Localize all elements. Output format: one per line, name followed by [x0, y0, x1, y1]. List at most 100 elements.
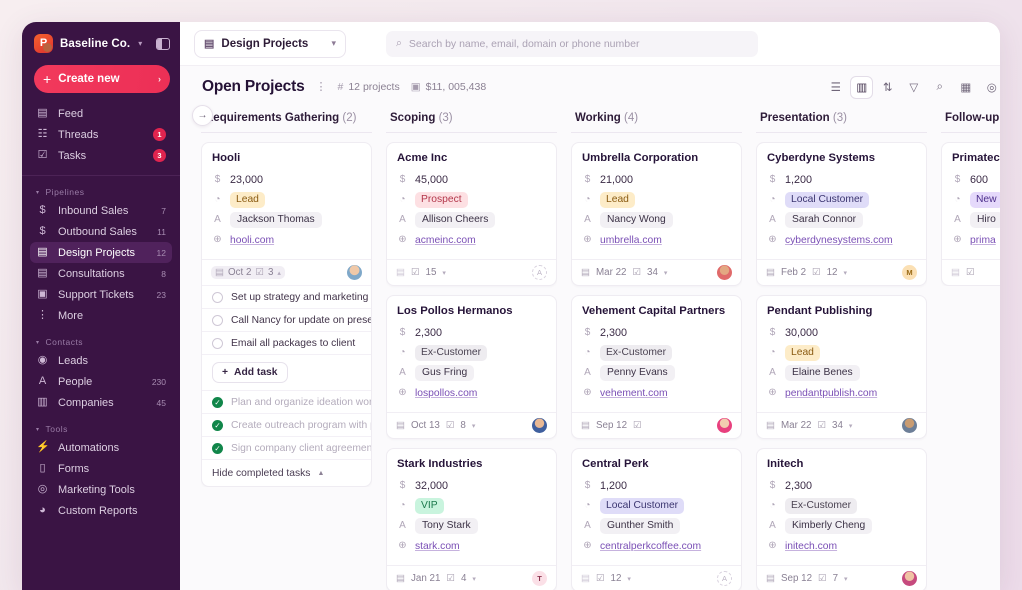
card-domain-link[interactable]: acmeinc.com: [415, 234, 476, 246]
sidebar-section-pipelines[interactable]: ▾ Pipelines: [36, 187, 172, 197]
card-domain-link[interactable]: prima: [970, 234, 996, 246]
avatar[interactable]: [532, 418, 547, 433]
sidebar-item-label: Design Projects: [58, 246, 136, 259]
calendar-empty-icon[interactable]: ▤: [581, 573, 590, 584]
collapse-sidebar-button[interactable]: →: [192, 105, 213, 126]
task-checkbox-checked[interactable]: [212, 396, 223, 408]
create-new-button[interactable]: + Create new ›: [34, 65, 170, 93]
project-card[interactable]: Central Perk $ 1,200 ◔ Local Customer A: [571, 448, 742, 590]
sidebar-item-automations[interactable]: ⚡ Automations: [30, 437, 172, 458]
workspace-switcher[interactable]: Baseline Co. ▾: [22, 22, 180, 61]
task-checkbox-checked[interactable]: [212, 419, 223, 431]
filter-icon[interactable]: ▽: [909, 82, 919, 94]
avatar-placeholder[interactable]: A: [717, 571, 732, 586]
project-card[interactable]: Umbrella Corporation $ 21,000 ◔ Lead A: [571, 142, 742, 286]
sidebar-item-design-projects[interactable]: ▤ Design Projects 12: [30, 242, 172, 263]
task-label: Plan and organize ideation works...: [231, 396, 371, 408]
item-count: 8: [161, 268, 166, 279]
task-checkbox[interactable]: [212, 291, 223, 303]
status-badge: Local Customer: [600, 497, 685, 515]
calendar-empty-icon[interactable]: ▤: [951, 267, 960, 278]
pipeline-selector[interactable]: ▤ Design Projects ▾: [194, 29, 346, 58]
avatar[interactable]: [902, 418, 917, 433]
sidebar-item-inbound-sales[interactable]: $ Inbound Sales 7: [30, 200, 172, 221]
task-item-completed[interactable]: Create outreach program with pa...: [202, 413, 371, 436]
project-card[interactable]: Stark Industries $ 32,000 ◔ VIP A: [386, 448, 557, 590]
card-domain-link[interactable]: cyberdynesystems.com: [785, 234, 893, 246]
sidebar-item-support-tickets[interactable]: ▣ Support Tickets 23: [30, 284, 172, 305]
task-item-completed[interactable]: Sign company client agreement c...: [202, 436, 371, 459]
project-card[interactable]: Pendant Publishing $ 30,000 ◔ Lead A: [756, 295, 927, 439]
status-badge: Ex-Customer: [415, 344, 488, 362]
sidebar-item-leads[interactable]: ◉ Leads: [30, 350, 172, 371]
sidebar-primary-nav: ▤ Feed ☷ Threads 1 ☑ Tasks 3: [22, 103, 180, 166]
project-card[interactable]: Vehement Capital Partners $ 2,300 ◔ Ex-C…: [571, 295, 742, 439]
avatar[interactable]: [902, 571, 917, 586]
globe-icon: ⊕: [768, 540, 777, 551]
card-date-pill[interactable]: ▤ Oct 2 ☑ 3 ▴: [211, 266, 285, 279]
item-count: 12: [156, 247, 166, 258]
chevron-down-icon: ▾: [663, 269, 668, 277]
add-task-button[interactable]: + Add task: [212, 362, 288, 383]
check-square-empty-icon[interactable]: ☑: [965, 267, 975, 278]
sidebar-section-contacts[interactable]: ▾ Contacts: [36, 337, 172, 347]
avatar[interactable]: [717, 265, 732, 280]
global-search[interactable]: ⌕: [386, 30, 758, 57]
sidebar-item-forms[interactable]: ▯ Forms: [30, 458, 172, 479]
avatar[interactable]: [347, 265, 362, 280]
task-item[interactable]: Set up strategy and marketing m...: [202, 285, 371, 308]
project-card[interactable]: Los Pollos Hermanos $ 2,300 ◔ Ex-Custome…: [386, 295, 557, 439]
task-checkbox[interactable]: [212, 337, 223, 349]
column-cards: Acme Inc $ 45,000 ◔ Prospect A: [386, 142, 557, 590]
card-domain-link[interactable]: vehement.com: [600, 387, 668, 399]
list-view-icon[interactable]: ☰: [830, 82, 841, 94]
avatar-placeholder[interactable]: A: [532, 265, 547, 280]
panel-toggle-icon[interactable]: [156, 37, 170, 50]
sidebar-item-consultations[interactable]: ▤ Consultations 8: [30, 263, 172, 284]
avatar[interactable]: T: [532, 571, 547, 586]
task-checkbox[interactable]: [212, 314, 223, 326]
card-domain-link[interactable]: umbrella.com: [600, 234, 662, 246]
avatar[interactable]: [717, 418, 732, 433]
sidebar-item-label: Forms: [58, 462, 90, 475]
task-checkbox-checked[interactable]: [212, 442, 223, 454]
sidebar-item-more[interactable]: ⋮ More: [30, 305, 172, 326]
project-card[interactable]: Acme Inc $ 45,000 ◔ Prospect A: [386, 142, 557, 286]
card-domain-link[interactable]: pendantpublish.com: [785, 387, 878, 399]
sidebar-item-custom-reports[interactable]: ◕ Custom Reports: [30, 500, 172, 521]
task-item[interactable]: Call Nancy for update on present...: [202, 308, 371, 331]
page-menu-kebab-icon[interactable]: ⋮: [315, 80, 327, 93]
sidebar-item-companies[interactable]: ▥ Companies 45: [30, 392, 172, 413]
sidebar-item-tasks[interactable]: ☑ Tasks 3: [30, 145, 172, 166]
card-domain-link[interactable]: hooli.com: [230, 234, 275, 246]
task-item-completed[interactable]: Plan and organize ideation works...: [202, 390, 371, 413]
sidebar-item-threads[interactable]: ☷ Threads 1: [30, 124, 172, 145]
hide-completed-tasks-toggle[interactable]: Hide completed tasks ▲: [202, 459, 371, 486]
project-card[interactable]: Cyberdyne Systems $ 1,200 ◔ Local Custom…: [756, 142, 927, 286]
sidebar-item-feed[interactable]: ▤ Feed: [30, 103, 172, 124]
sidebar-item-marketing-tools[interactable]: ◎ Marketing Tools: [30, 479, 172, 500]
sidebar-item-people[interactable]: A People 230: [30, 371, 172, 392]
card-domain-link[interactable]: centralperkcoffee.com: [600, 540, 702, 552]
card-domain-link[interactable]: initech.com: [785, 540, 838, 552]
board-view-icon[interactable]: ▥: [850, 75, 874, 99]
card-task-count: 4: [460, 573, 467, 584]
avatar[interactable]: M: [902, 265, 917, 280]
chart-icon[interactable]: ▦: [960, 82, 972, 94]
project-card[interactable]: Hooli $ 23,000 ◔ Lead A Jacks: [201, 142, 372, 487]
sort-icon[interactable]: ⇅: [882, 82, 893, 94]
sidebar-section-tools[interactable]: ▾ Tools: [36, 424, 172, 434]
sidebar-item-outbound-sales[interactable]: $ Outbound Sales 11: [30, 221, 172, 242]
task-item[interactable]: Email all packages to client: [202, 331, 371, 354]
project-card[interactable]: Initech $ 2,300 ◔ Ex-Customer A: [756, 448, 927, 590]
card-domain-link[interactable]: lospollos.com: [415, 387, 478, 399]
settings-icon[interactable]: ◎: [986, 82, 997, 94]
calendar-empty-icon[interactable]: ▤: [396, 267, 405, 278]
search-icon[interactable]: ⌕: [936, 80, 943, 93]
card-amount: 30,000: [785, 327, 819, 339]
status-icon: ◔: [399, 194, 406, 205]
project-card[interactable]: Primatech $ 600 ◔ New A Hiro: [941, 142, 1000, 286]
search-input[interactable]: [408, 37, 748, 50]
card-person-row: A Allison Cheers: [397, 210, 546, 230]
card-domain-link[interactable]: stark.com: [415, 540, 460, 552]
